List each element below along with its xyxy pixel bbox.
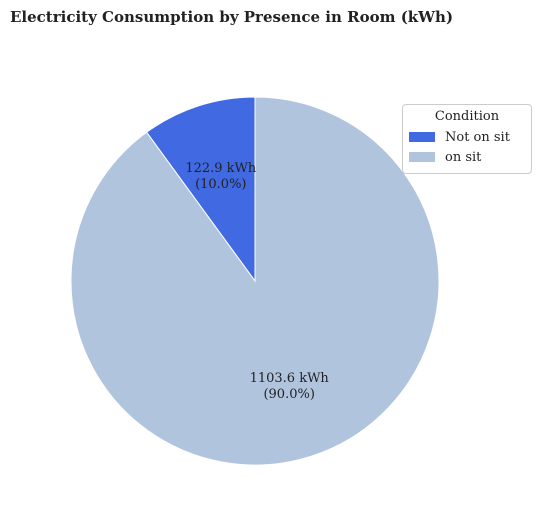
legend-swatch-on-sit (409, 152, 435, 162)
legend-label-not-on-sit: Not on sit (445, 129, 510, 145)
legend-label-on-sit: on sit (445, 149, 482, 165)
slice-label-on-sit: 1103.6 kWh (90.0%) (250, 371, 330, 402)
pie-slice-on-sit (70, 96, 440, 466)
legend-item-on-sit: on sit (409, 147, 525, 167)
pie-slices (70, 96, 440, 466)
slice-label-not-on-sit: 122.9 kWh (10.0%) (185, 161, 257, 192)
legend-swatch-not-on-sit (409, 132, 435, 142)
legend: Condition Not on sit on sit (402, 104, 532, 174)
chart-title: Electricity Consumption by Presence in R… (10, 8, 454, 26)
legend-title: Condition (434, 109, 500, 124)
legend-item-not-on-sit: Not on sit (409, 127, 525, 147)
pie-slice-labels: 122.9 kWh (10.0%) 1103.6 kWh (90.0%) (185, 161, 329, 402)
pie-slice-not-on-sit (145, 96, 256, 283)
